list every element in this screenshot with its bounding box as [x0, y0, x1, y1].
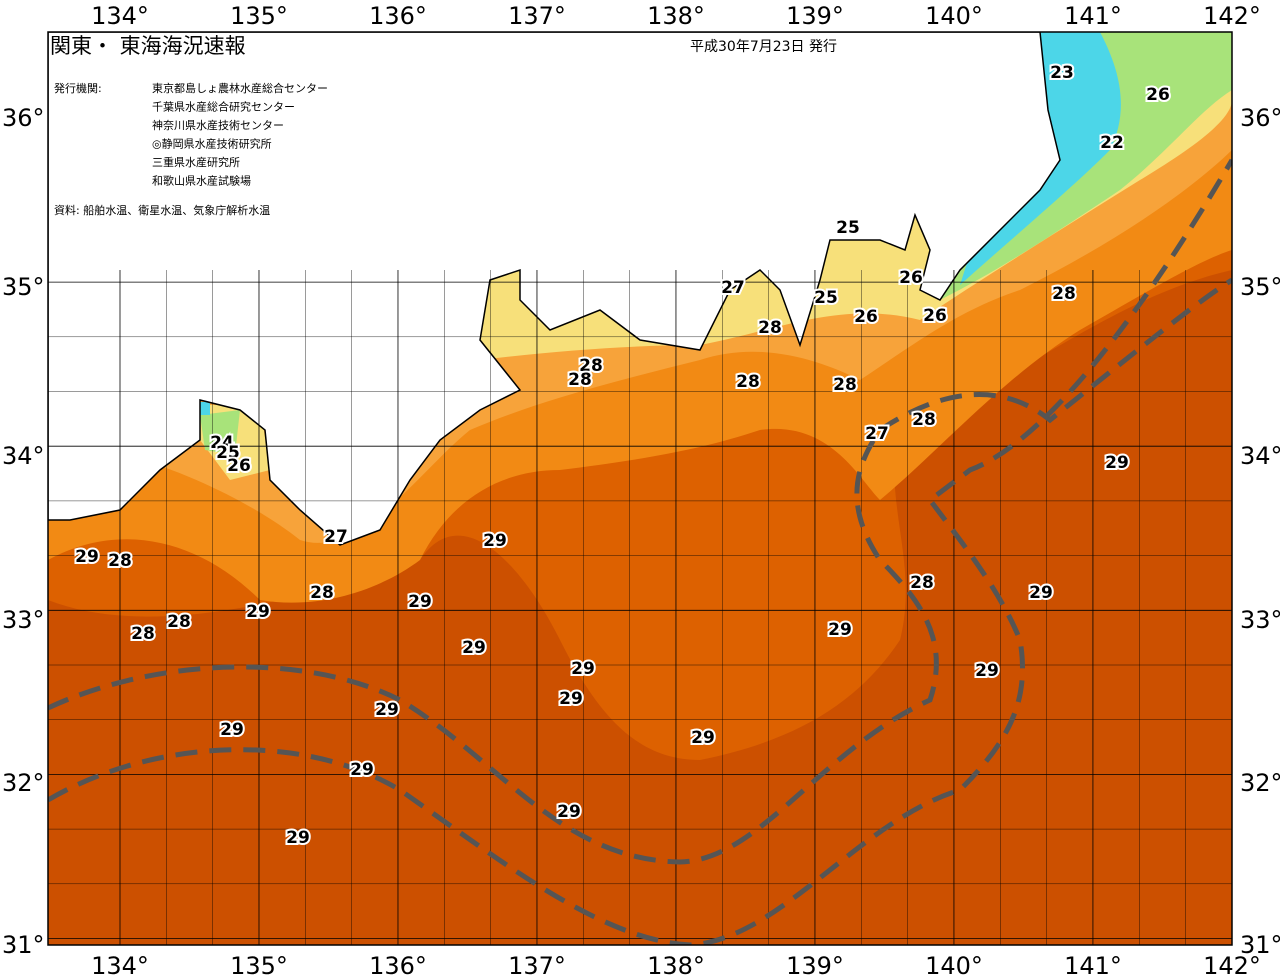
- temperature-label: 29: [691, 728, 715, 748]
- temperature-label: 26: [854, 307, 878, 327]
- temperature-label: 29: [220, 720, 244, 740]
- temperature-label: 29: [462, 638, 486, 658]
- longitude-label: 136°: [369, 2, 427, 30]
- temperature-label: 24: [210, 433, 234, 453]
- temperature-label: 28: [579, 356, 603, 376]
- temperature-label: 28: [833, 375, 857, 395]
- temperature-label: 28: [910, 573, 934, 593]
- temperature-label: 28: [310, 583, 334, 603]
- temperature-label: 29: [828, 620, 852, 640]
- longitude-label: 140°: [925, 952, 983, 980]
- latitude-label: 34°: [2, 442, 45, 470]
- temperature-label: 26: [227, 456, 251, 476]
- longitude-label: 138°: [647, 952, 705, 980]
- latitude-label: 32°: [1240, 769, 1280, 797]
- longitude-label: 134°: [91, 2, 149, 30]
- temperature-label: 28: [167, 612, 191, 632]
- issuer: ◎静岡県水産技術研究所: [152, 137, 272, 151]
- longitude-label: 141°: [1064, 952, 1122, 980]
- latitude-label: 35°: [1240, 273, 1280, 301]
- issue-date: 平成30年7月23日 発行: [690, 39, 837, 55]
- temperature-label: 29: [246, 602, 270, 622]
- temperature-label: 28: [131, 624, 155, 644]
- longitude-label: 135°: [230, 2, 288, 30]
- sea-area: [48, 32, 1232, 945]
- temperature-label: 29: [375, 700, 399, 720]
- latitude-label: 31°: [2, 931, 45, 959]
- temperature-label: 28: [568, 370, 592, 390]
- temperature-label: 29: [408, 592, 432, 612]
- temperature-label: 29: [571, 659, 595, 679]
- latitude-label: 35°: [2, 273, 45, 301]
- latitude-label: 36°: [1240, 104, 1280, 132]
- issuer: 和歌山県水産試験場: [152, 174, 251, 188]
- temperature-label: 26: [899, 268, 923, 288]
- latitude-label: 36°: [2, 104, 45, 132]
- longitude-label: 135°: [230, 952, 288, 980]
- longitude-label: 136°: [369, 952, 427, 980]
- temperature-label: 25: [814, 288, 838, 308]
- temperature-label: 29: [286, 828, 310, 848]
- longitude-label: 138°: [647, 2, 705, 30]
- latitude-label: 31°: [1240, 931, 1280, 959]
- temperature-label: 29: [350, 760, 374, 780]
- temperature-label: 29: [975, 661, 999, 681]
- latitude-label: 33°: [2, 606, 45, 634]
- issuer: 神奈川県水産技術センター: [152, 118, 284, 132]
- temperature-label: 28: [108, 551, 132, 571]
- temperature-label: 22: [1100, 133, 1124, 153]
- temperature-label: 25: [836, 218, 860, 238]
- temperature-label: 26: [1146, 85, 1170, 105]
- longitude-label: 139°: [786, 2, 844, 30]
- temperature-label: 28: [1052, 284, 1076, 304]
- temperature-label: 29: [557, 802, 581, 822]
- title: 関東・ 東海海況速報: [50, 34, 246, 58]
- temperature-label: 27: [324, 527, 348, 547]
- latitude-label: 34°: [1240, 442, 1280, 470]
- temperature-label: 29: [559, 689, 583, 709]
- temperature-label: 25: [216, 443, 240, 463]
- longitude-label: 134°: [91, 952, 149, 980]
- longitude-label: 137°: [508, 952, 566, 980]
- longitude-label: 142°: [1203, 2, 1261, 30]
- temperature-label: 26: [923, 306, 947, 326]
- temperature-label: 28: [758, 318, 782, 338]
- latitude-label: 33°: [1240, 606, 1280, 634]
- temperature-label: 29: [1029, 583, 1053, 603]
- latitude-label: 32°: [2, 769, 45, 797]
- issuer: 千葉県水産総合研究センター: [152, 100, 295, 114]
- issuer: 三重県水産研究所: [152, 155, 240, 169]
- temperature-label: 23: [1050, 63, 1074, 83]
- longitude-label: 139°: [786, 952, 844, 980]
- longitude-label: 137°: [508, 2, 566, 30]
- data-source: 資料: 船舶水温、衛星水温、気象庁解析水温: [54, 203, 270, 217]
- temperature-label: 29: [75, 547, 99, 567]
- temperature-label: 28: [912, 410, 936, 430]
- temperature-label: 27: [865, 424, 889, 444]
- temperature-label: 29: [483, 531, 507, 551]
- temperature-label: 29: [1105, 453, 1129, 473]
- temperature-label: 28: [736, 372, 760, 392]
- temperature-label: 27: [721, 278, 745, 298]
- issuer-label: 発行機関:: [54, 81, 102, 95]
- longitude-label: 140°: [925, 2, 983, 30]
- longitude-label: 142°: [1203, 952, 1261, 980]
- longitude-label: 141°: [1064, 2, 1122, 30]
- issuer: 東京都島しょ農林水産総合センター: [152, 81, 328, 95]
